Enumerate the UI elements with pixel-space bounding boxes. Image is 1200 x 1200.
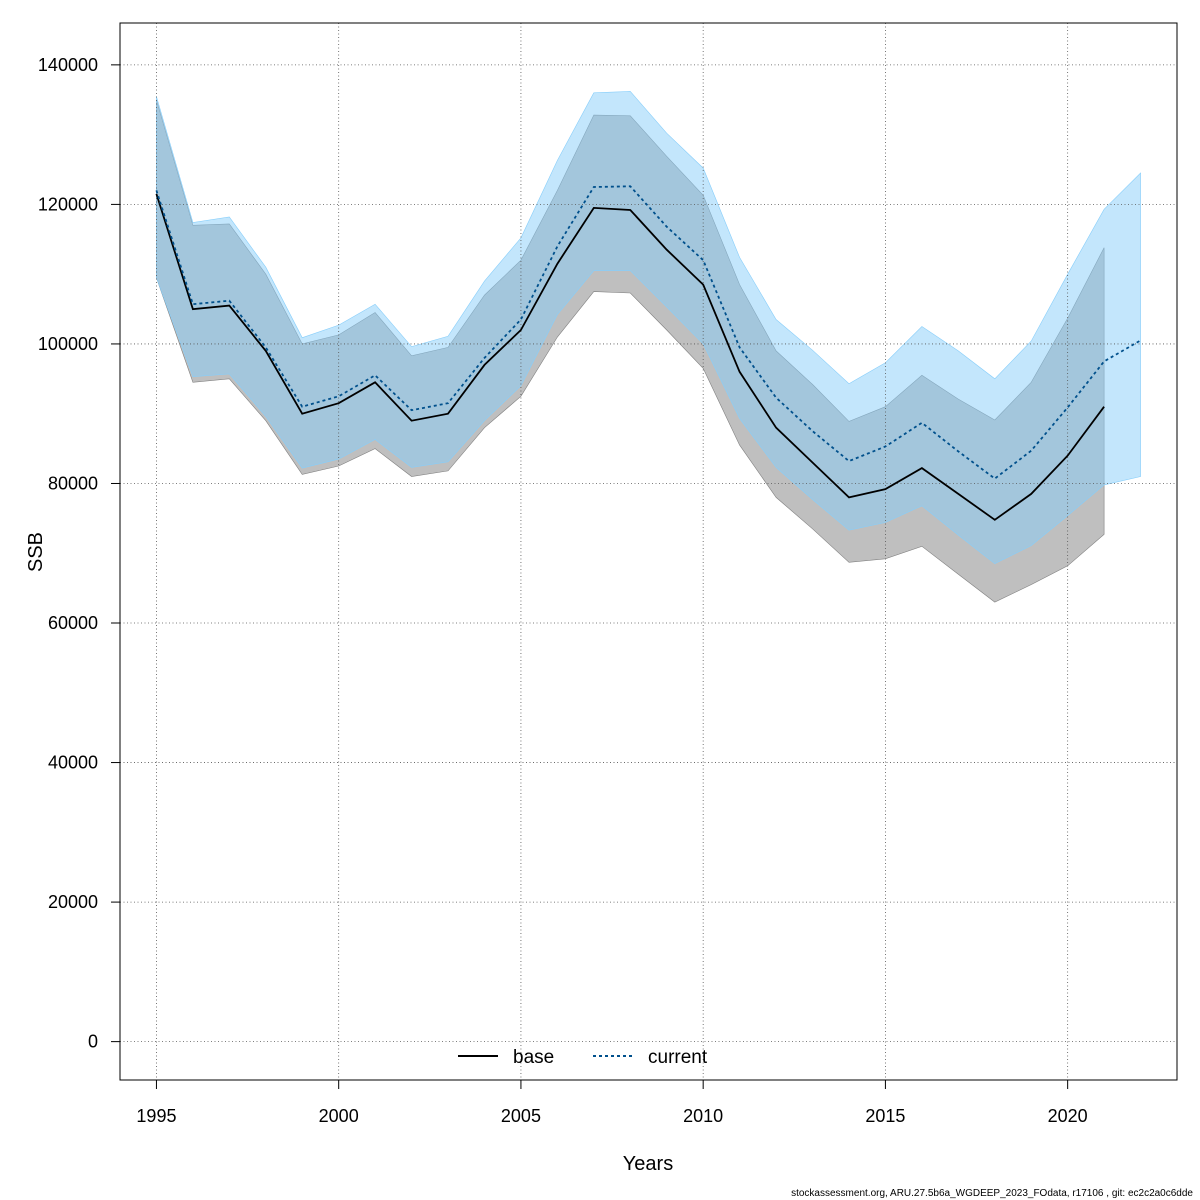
series-lines xyxy=(155,185,1142,521)
plot-frame xyxy=(119,22,1178,1081)
confidence-bands xyxy=(156,91,1141,603)
legend-label-base: base xyxy=(513,1047,554,1068)
y-tick-label: 80000 xyxy=(48,473,98,493)
y-tick-label: 40000 xyxy=(48,753,98,773)
y-tick-label: 100000 xyxy=(38,334,98,354)
x-tick-label: 2010 xyxy=(683,1106,723,1126)
x-axis-title: Years xyxy=(623,1153,673,1175)
legend-label-current: current xyxy=(648,1047,708,1068)
series-line-current xyxy=(155,185,1142,480)
x-tick-label: 2000 xyxy=(319,1106,359,1126)
y-tick-label: 20000 xyxy=(48,892,98,912)
x-tick-label: 1995 xyxy=(136,1106,176,1126)
y-tick-label: 60000 xyxy=(48,613,98,633)
legend: base current xyxy=(458,1047,708,1068)
series-line-base xyxy=(155,193,1105,521)
x-tick-label: 2020 xyxy=(1048,1106,1088,1126)
y-tick-label: 0 xyxy=(88,1032,98,1052)
x-tick-label: 2015 xyxy=(865,1106,905,1126)
grid-lines xyxy=(120,23,1177,1080)
y-axis: 0 20000 40000 60000 80000 100000 120000 140000 xyxy=(38,55,120,1052)
band-current xyxy=(156,91,1141,565)
x-axis: 1995 2000 2005 2010 2015 2020 xyxy=(136,1080,1088,1126)
footer-source: stockassessment.org, ARU.27.5b6a_WGDEEP_… xyxy=(791,1188,1193,1199)
y-tick-label: 140000 xyxy=(38,55,98,75)
x-tick-label: 2005 xyxy=(501,1106,541,1126)
y-axis-title: SSB xyxy=(25,532,47,572)
y-tick-label: 120000 xyxy=(38,194,98,214)
